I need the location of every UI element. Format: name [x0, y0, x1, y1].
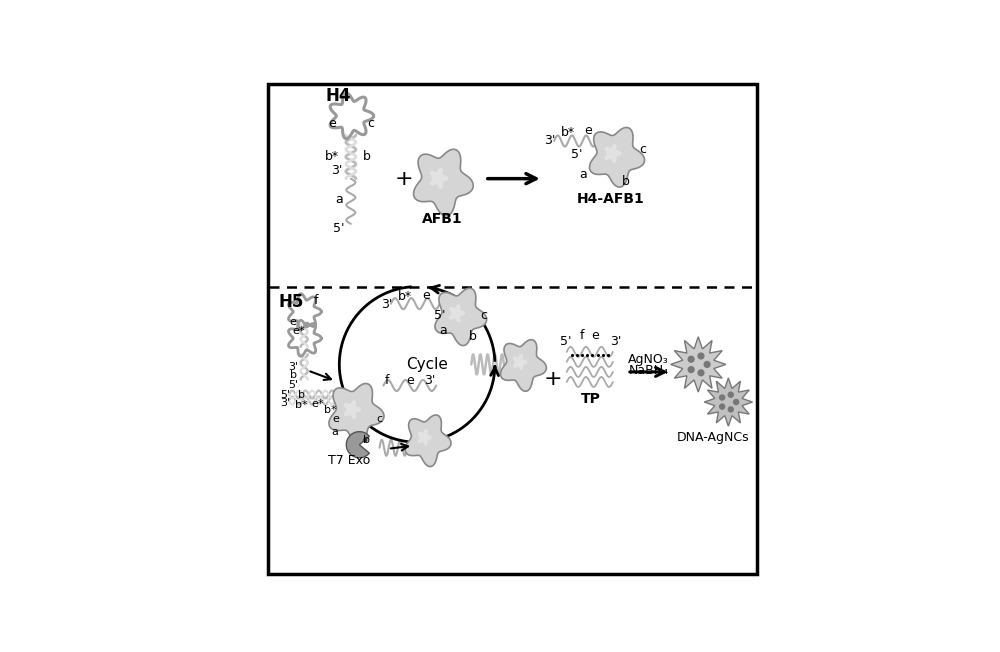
- Polygon shape: [501, 340, 546, 391]
- Circle shape: [688, 366, 694, 372]
- Text: H4: H4: [325, 87, 351, 105]
- Text: e: e: [406, 374, 414, 387]
- Text: f: f: [313, 293, 318, 306]
- Text: f: f: [580, 329, 584, 342]
- Polygon shape: [405, 415, 451, 467]
- Text: 5': 5': [281, 389, 291, 400]
- FancyBboxPatch shape: [268, 84, 757, 574]
- Text: 5': 5': [560, 335, 572, 348]
- Text: TP: TP: [580, 392, 600, 406]
- Circle shape: [688, 356, 694, 362]
- Text: H5: H5: [279, 293, 304, 310]
- Text: 5': 5': [571, 148, 583, 161]
- Polygon shape: [435, 288, 487, 346]
- Circle shape: [698, 370, 704, 376]
- Text: e: e: [290, 317, 297, 327]
- Text: +: +: [394, 169, 413, 188]
- Polygon shape: [671, 337, 726, 392]
- Text: 3': 3': [281, 398, 291, 408]
- Text: c: c: [480, 309, 487, 322]
- Polygon shape: [346, 432, 369, 458]
- Text: b: b: [622, 175, 629, 188]
- Text: e: e: [332, 413, 339, 424]
- Text: a: a: [335, 193, 343, 206]
- Polygon shape: [704, 378, 752, 426]
- Text: e: e: [422, 289, 430, 302]
- Text: a: a: [332, 427, 339, 437]
- Text: T7 Exo: T7 Exo: [328, 454, 370, 467]
- Circle shape: [728, 392, 733, 397]
- Text: 5': 5': [288, 381, 298, 391]
- Circle shape: [720, 404, 725, 409]
- Text: c: c: [367, 117, 374, 130]
- Polygon shape: [513, 354, 527, 370]
- Text: b*: b*: [295, 400, 308, 409]
- Text: +: +: [543, 370, 562, 389]
- Circle shape: [728, 407, 733, 412]
- Text: AgNO₃: AgNO₃: [628, 353, 669, 366]
- Text: 3': 3': [424, 374, 435, 387]
- Circle shape: [704, 361, 710, 367]
- Text: AFB1: AFB1: [422, 212, 463, 226]
- Text: b*: b*: [561, 126, 575, 139]
- Text: e: e: [328, 117, 336, 130]
- Circle shape: [720, 395, 725, 400]
- Text: a: a: [579, 168, 587, 181]
- Text: NaBH₄: NaBH₄: [628, 364, 669, 377]
- Text: Cycle: Cycle: [406, 357, 448, 372]
- Text: a: a: [439, 324, 447, 337]
- Polygon shape: [329, 383, 384, 443]
- Text: 5': 5': [333, 222, 344, 235]
- Circle shape: [734, 400, 739, 405]
- Text: DNA-AgNCs: DNA-AgNCs: [677, 431, 750, 444]
- Text: b: b: [298, 389, 305, 400]
- Text: e*: e*: [311, 398, 324, 409]
- Text: c: c: [376, 413, 382, 424]
- Text: b: b: [468, 330, 476, 343]
- Text: 5': 5': [434, 309, 446, 322]
- Text: 3': 3': [544, 134, 556, 147]
- Text: b*: b*: [325, 150, 339, 163]
- Polygon shape: [430, 168, 448, 189]
- Polygon shape: [414, 149, 473, 216]
- Text: b: b: [363, 150, 371, 163]
- Text: 3': 3': [288, 362, 298, 372]
- Text: e: e: [584, 125, 592, 138]
- Text: b: b: [363, 435, 370, 445]
- Text: b*: b*: [398, 290, 412, 303]
- Text: e*: e*: [292, 326, 304, 336]
- Circle shape: [698, 353, 704, 359]
- Text: H4-AFB1: H4-AFB1: [577, 192, 644, 206]
- Polygon shape: [449, 304, 465, 323]
- Polygon shape: [418, 429, 432, 446]
- Circle shape: [364, 439, 367, 441]
- Text: b*: b*: [324, 405, 337, 415]
- Text: 3': 3': [331, 164, 342, 177]
- Text: f: f: [385, 374, 389, 387]
- Polygon shape: [605, 144, 622, 163]
- Text: c: c: [640, 143, 647, 156]
- Polygon shape: [344, 400, 361, 419]
- Polygon shape: [589, 128, 645, 187]
- Text: b: b: [290, 370, 297, 381]
- Text: 3': 3': [381, 298, 393, 310]
- Text: 3': 3': [610, 335, 621, 348]
- Text: e: e: [591, 329, 599, 342]
